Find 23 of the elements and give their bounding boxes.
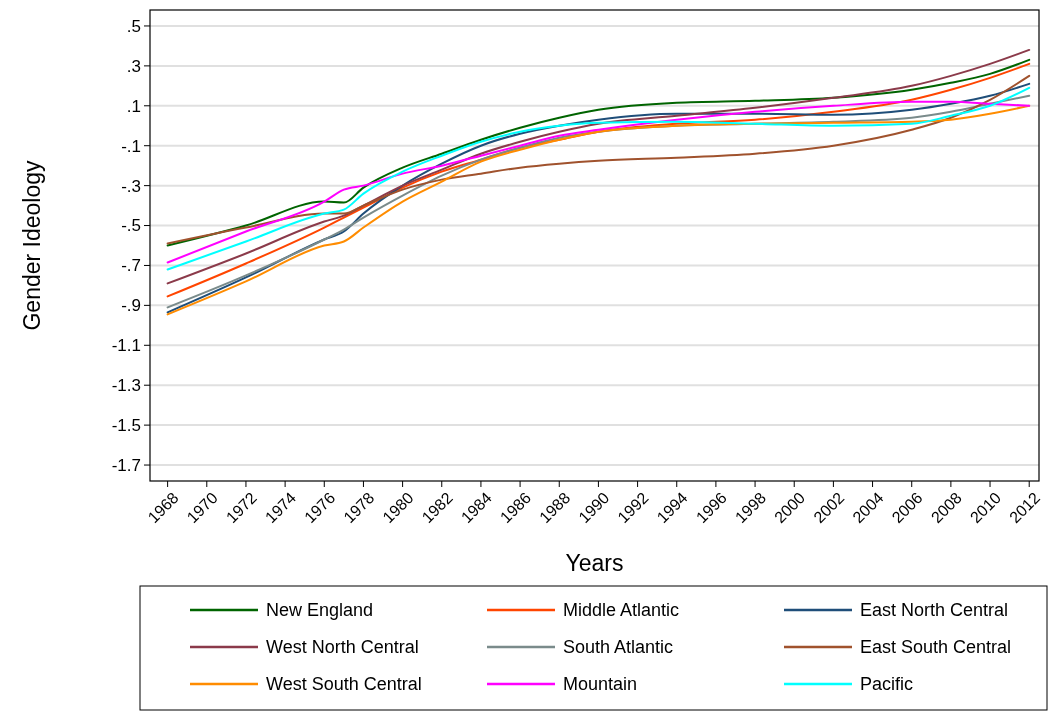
y-tick-label: -.3 <box>121 176 141 196</box>
y-tick-label: -1.3 <box>111 376 141 396</box>
legend-label: Middle Atlantic <box>563 600 680 621</box>
legend-label: Pacific <box>860 674 914 695</box>
y-tick-label: .1 <box>126 96 141 116</box>
y-tick-label: -.5 <box>121 216 141 236</box>
y-axis-title: Gender Ideology <box>19 159 45 331</box>
y-tick-label: -.7 <box>121 256 141 276</box>
x-axis-title: Years <box>565 550 624 576</box>
legend-label: East North Central <box>860 600 1009 621</box>
y-tick-label: .5 <box>126 16 141 36</box>
legend-label: West North Central <box>266 637 419 658</box>
legend-label: New England <box>266 600 374 621</box>
y-tick-label: -1.7 <box>111 455 141 475</box>
y-tick-label: .3 <box>126 56 141 76</box>
legend-label: East South Central <box>860 637 1012 658</box>
y-tick-label: -.9 <box>121 296 141 316</box>
y-tick-label: -1.5 <box>111 416 141 436</box>
y-tick-label: -.1 <box>121 136 141 156</box>
legend-label: Mountain <box>563 674 638 695</box>
legend-label: West South Central <box>266 674 422 695</box>
legend-label: South Atlantic <box>563 637 674 658</box>
y-tick-label: -1.1 <box>111 336 141 356</box>
